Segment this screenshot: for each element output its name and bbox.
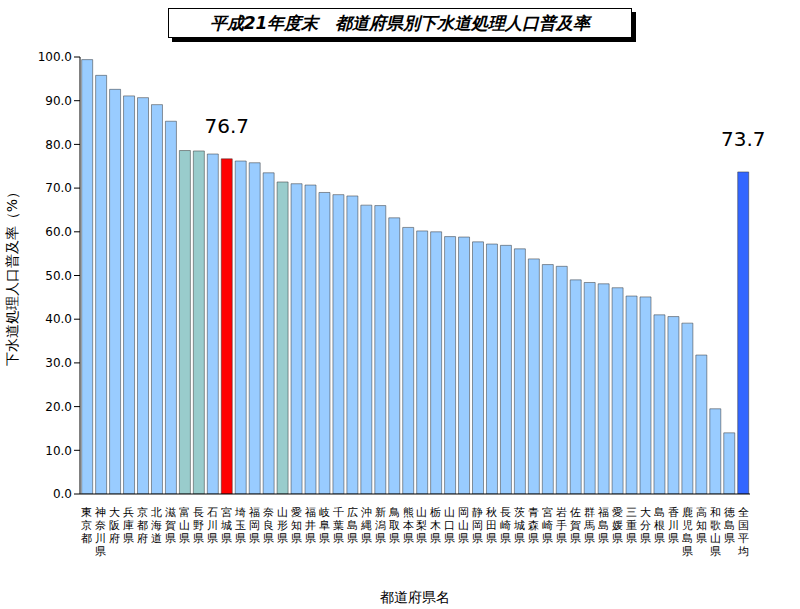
- svg-text:都道府県名: 都道府県名: [380, 589, 450, 605]
- svg-text:千葉県: 千葉県: [333, 506, 344, 545]
- svg-text:下水道処理人口普及率（%）: 下水道処理人口普及率（%）: [8, 185, 20, 366]
- svg-text:鹿児島県: 鹿児島県: [682, 506, 693, 558]
- svg-text:30.0: 30.0: [45, 356, 72, 370]
- svg-text:香川県: 香川県: [668, 506, 679, 545]
- svg-text:北海道: 北海道: [151, 506, 162, 545]
- svg-text:岐阜県: 岐阜県: [319, 506, 330, 545]
- svg-text:長崎県: 長崎県: [500, 506, 511, 545]
- svg-text:50.0: 50.0: [45, 269, 72, 283]
- svg-text:神奈川県: 神奈川県: [95, 506, 106, 558]
- svg-text:岡山県: 岡山県: [458, 506, 469, 545]
- svg-text:福島県: 福島県: [598, 506, 609, 545]
- svg-text:静岡県: 静岡県: [472, 506, 483, 545]
- svg-text:滋賀県: 滋賀県: [165, 506, 176, 545]
- svg-text:新潟県: 新潟県: [375, 506, 386, 545]
- svg-text:東京都: 東京都: [81, 506, 92, 545]
- svg-text:20.0: 20.0: [45, 400, 72, 414]
- svg-text:全国平均: 全国平均: [737, 506, 749, 558]
- svg-text:秋田県: 秋田県: [486, 506, 497, 545]
- svg-text:大阪府: 大阪府: [109, 506, 120, 545]
- svg-text:石川県: 石川県: [207, 506, 218, 545]
- svg-text:宮城県: 宮城県: [220, 506, 232, 545]
- svg-text:広島県: 広島県: [347, 506, 358, 545]
- svg-text:熊本県: 熊本県: [403, 506, 414, 545]
- svg-text:茨城県: 茨城県: [513, 506, 525, 545]
- svg-text:山梨県: 山梨県: [416, 506, 427, 545]
- svg-text:兵庫県: 兵庫県: [123, 506, 134, 545]
- svg-text:10.0: 10.0: [45, 444, 72, 458]
- svg-text:奈良県: 奈良県: [263, 506, 274, 545]
- svg-text:福岡県: 福岡県: [249, 506, 260, 545]
- svg-text:40.0: 40.0: [45, 312, 72, 326]
- svg-text:福井県: 福井県: [305, 506, 316, 545]
- svg-text:三重県: 三重県: [626, 506, 637, 545]
- html-text:平成21年度末 都道府県別下水道処理人口普及率: 平成21年度末 都道府県別下水道処理人口普及率: [209, 13, 591, 33]
- svg-text:長野県: 長野県: [193, 506, 204, 545]
- svg-text:和歌山県: 和歌山県: [710, 506, 721, 558]
- svg-text:愛媛県: 愛媛県: [612, 506, 623, 545]
- svg-text:青森県: 青森県: [528, 506, 539, 545]
- svg-text:鳥取県: 鳥取県: [388, 506, 400, 545]
- svg-text:富山県: 富山県: [179, 506, 190, 545]
- svg-text:高知県: 高知県: [696, 506, 707, 545]
- svg-text:京都府: 京都府: [137, 506, 148, 545]
- svg-text:0.0: 0.0: [53, 487, 72, 501]
- svg-text:80.0: 80.0: [45, 138, 72, 152]
- svg-text:山形県: 山形県: [277, 506, 288, 545]
- svg-text:山口県: 山口県: [444, 506, 455, 545]
- svg-text:100.0: 100.0: [38, 50, 72, 64]
- svg-text:60.0: 60.0: [45, 225, 72, 239]
- svg-text:佐賀県: 佐賀県: [570, 506, 581, 545]
- svg-text:埼玉県: 埼玉県: [234, 506, 246, 545]
- svg-text:73.7: 73.7: [721, 127, 766, 151]
- svg-text:徳島県: 徳島県: [724, 506, 735, 545]
- svg-text:宮崎県: 宮崎県: [542, 506, 553, 545]
- svg-text:岩手県: 岩手県: [556, 506, 567, 545]
- svg-text:90.0: 90.0: [45, 94, 72, 108]
- svg-text:愛知県: 愛知県: [291, 506, 302, 545]
- svg-text:76.7: 76.7: [204, 114, 249, 138]
- svg-text:群馬県: 群馬県: [583, 506, 595, 545]
- svg-text:沖縄県: 沖縄県: [360, 506, 372, 545]
- svg-text:島根県: 島根県: [654, 506, 665, 545]
- svg-text:70.0: 70.0: [45, 181, 72, 195]
- svg-text:栃木県: 栃木県: [430, 506, 441, 545]
- svg-text:大分県: 大分県: [640, 506, 651, 545]
